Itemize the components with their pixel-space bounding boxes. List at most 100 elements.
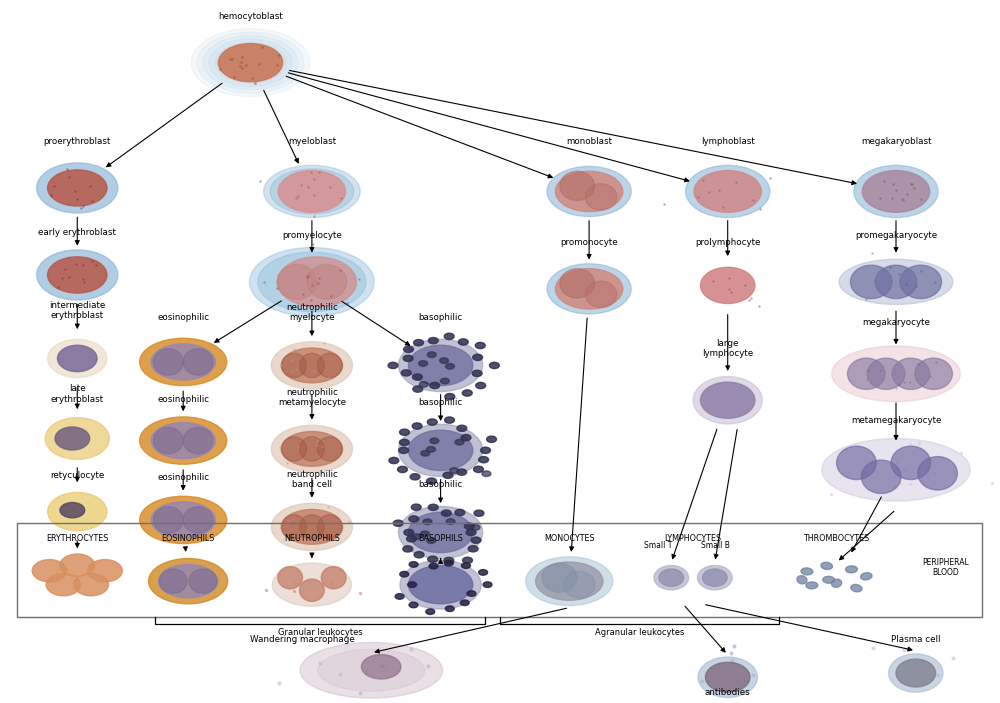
Ellipse shape — [37, 250, 118, 300]
Ellipse shape — [300, 579, 324, 601]
Ellipse shape — [450, 467, 459, 473]
Text: lymphoblast: lymphoblast — [701, 137, 755, 146]
Ellipse shape — [705, 662, 750, 692]
Ellipse shape — [474, 510, 484, 517]
Ellipse shape — [440, 378, 449, 384]
Ellipse shape — [850, 265, 892, 299]
Text: eosinophilic: eosinophilic — [157, 394, 209, 404]
Ellipse shape — [209, 39, 292, 86]
Ellipse shape — [466, 529, 476, 536]
Ellipse shape — [270, 169, 354, 214]
Ellipse shape — [473, 354, 483, 361]
Ellipse shape — [409, 562, 418, 567]
Text: THROMBOCYTES: THROMBOCYTES — [803, 534, 870, 543]
Ellipse shape — [900, 265, 942, 299]
Ellipse shape — [413, 386, 423, 392]
Ellipse shape — [281, 432, 343, 466]
Ellipse shape — [414, 340, 424, 346]
Ellipse shape — [445, 394, 455, 400]
Ellipse shape — [400, 429, 409, 435]
Ellipse shape — [403, 355, 413, 361]
Ellipse shape — [455, 510, 465, 515]
Ellipse shape — [154, 349, 183, 375]
Ellipse shape — [278, 171, 346, 212]
Text: proerythroblast: proerythroblast — [44, 137, 111, 146]
Ellipse shape — [183, 507, 213, 533]
Ellipse shape — [149, 559, 228, 604]
Ellipse shape — [412, 534, 421, 539]
Text: retyculocyte: retyculocyte — [50, 471, 104, 480]
Ellipse shape — [159, 569, 187, 593]
Ellipse shape — [428, 337, 438, 344]
Ellipse shape — [458, 339, 468, 345]
Ellipse shape — [698, 657, 757, 697]
Ellipse shape — [444, 560, 453, 566]
Ellipse shape — [700, 267, 755, 304]
Ellipse shape — [317, 353, 342, 378]
Text: monoblast: monoblast — [566, 137, 612, 146]
Ellipse shape — [822, 439, 970, 501]
Ellipse shape — [407, 536, 416, 542]
Ellipse shape — [915, 358, 952, 389]
Ellipse shape — [271, 503, 352, 550]
Ellipse shape — [426, 609, 435, 614]
Text: eosinophilic: eosinophilic — [157, 473, 209, 482]
Ellipse shape — [400, 560, 481, 609]
Ellipse shape — [281, 348, 343, 383]
Ellipse shape — [271, 425, 352, 472]
Ellipse shape — [281, 510, 343, 544]
Ellipse shape — [388, 362, 398, 368]
Ellipse shape — [801, 568, 813, 575]
Ellipse shape — [57, 345, 97, 372]
Ellipse shape — [481, 447, 490, 453]
Ellipse shape — [399, 447, 409, 453]
Ellipse shape — [272, 563, 352, 606]
Text: antibodies: antibodies — [705, 688, 751, 697]
Ellipse shape — [218, 44, 283, 82]
Ellipse shape — [455, 439, 464, 445]
Ellipse shape — [896, 659, 936, 687]
Ellipse shape — [401, 370, 411, 376]
Ellipse shape — [472, 370, 482, 377]
Ellipse shape — [585, 281, 617, 308]
Ellipse shape — [48, 492, 107, 531]
Ellipse shape — [203, 36, 298, 90]
Text: ERYTHROCYTES: ERYTHROCYTES — [46, 534, 108, 543]
Text: prolymphocyte: prolymphocyte — [695, 238, 760, 247]
Ellipse shape — [32, 560, 67, 582]
Ellipse shape — [183, 349, 213, 375]
Ellipse shape — [420, 531, 429, 536]
Ellipse shape — [457, 469, 467, 475]
Ellipse shape — [526, 557, 613, 605]
Ellipse shape — [832, 346, 960, 401]
Ellipse shape — [475, 342, 485, 349]
Ellipse shape — [443, 472, 453, 478]
Ellipse shape — [659, 569, 684, 586]
Ellipse shape — [408, 565, 473, 604]
Text: promonocyte: promonocyte — [560, 238, 618, 247]
Ellipse shape — [408, 430, 473, 470]
Text: hemocytoblast: hemocytoblast — [218, 12, 283, 21]
Ellipse shape — [428, 556, 438, 562]
Ellipse shape — [471, 524, 480, 530]
Ellipse shape — [409, 602, 418, 608]
Ellipse shape — [258, 252, 366, 311]
Ellipse shape — [489, 362, 499, 368]
Ellipse shape — [693, 377, 762, 424]
Ellipse shape — [430, 382, 440, 389]
Ellipse shape — [476, 382, 486, 389]
Ellipse shape — [867, 358, 905, 389]
Text: promegakaryocyte: promegakaryocyte — [855, 231, 937, 240]
Ellipse shape — [271, 342, 352, 389]
Ellipse shape — [321, 567, 346, 589]
Ellipse shape — [55, 427, 90, 450]
Ellipse shape — [307, 264, 347, 299]
Ellipse shape — [698, 565, 732, 590]
Ellipse shape — [560, 269, 595, 298]
Ellipse shape — [197, 32, 304, 93]
Text: promyelocyte: promyelocyte — [282, 231, 342, 240]
Text: late
erythroblast: late erythroblast — [51, 385, 104, 404]
Ellipse shape — [395, 593, 404, 599]
Ellipse shape — [694, 171, 761, 212]
Ellipse shape — [445, 417, 454, 423]
